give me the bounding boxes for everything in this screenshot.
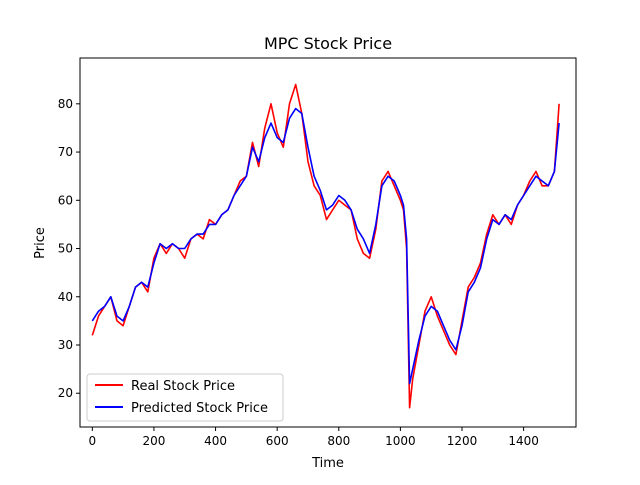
plot-frame [79,57,577,428]
y-tick-label: 30 [58,338,73,352]
y-tick-label: 70 [58,145,73,159]
chart-title: MPC Stock Price [264,34,392,53]
x-axis-label: Time [311,456,344,471]
y-tick-label: 50 [58,242,73,256]
y-tick-label: 60 [58,193,73,207]
legend-box [86,373,284,422]
x-tick-label: 400 [204,434,227,448]
x-tick-label: 200 [142,434,165,448]
legend: Real Stock Price Predicted Stock Price [86,373,284,422]
y-tick-label: 20 [58,386,73,400]
y-axis-ticks: 20 30 40 50 60 70 80 [58,97,80,400]
x-tick-label: 600 [266,434,289,448]
y-tick-label: 80 [58,97,73,111]
plot-area [80,58,576,427]
x-tick-label: 1200 [447,434,478,448]
y-axis-label: Price [33,227,48,259]
y-tick-label: 40 [58,290,73,304]
legend-label-predicted: Predicted Stock Price [131,401,268,416]
x-tick-label: 800 [327,434,350,448]
legend-label-real: Real Stock Price [131,379,235,394]
series-line-predicted [91,107,560,385]
x-tick-label: 0 [89,434,97,448]
x-axis-ticks: 0 200 400 600 800 1000 1200 1400 [89,427,539,448]
series-layer [91,83,560,409]
x-tick-label: 1400 [508,434,539,448]
x-tick-label: 1000 [385,434,416,448]
